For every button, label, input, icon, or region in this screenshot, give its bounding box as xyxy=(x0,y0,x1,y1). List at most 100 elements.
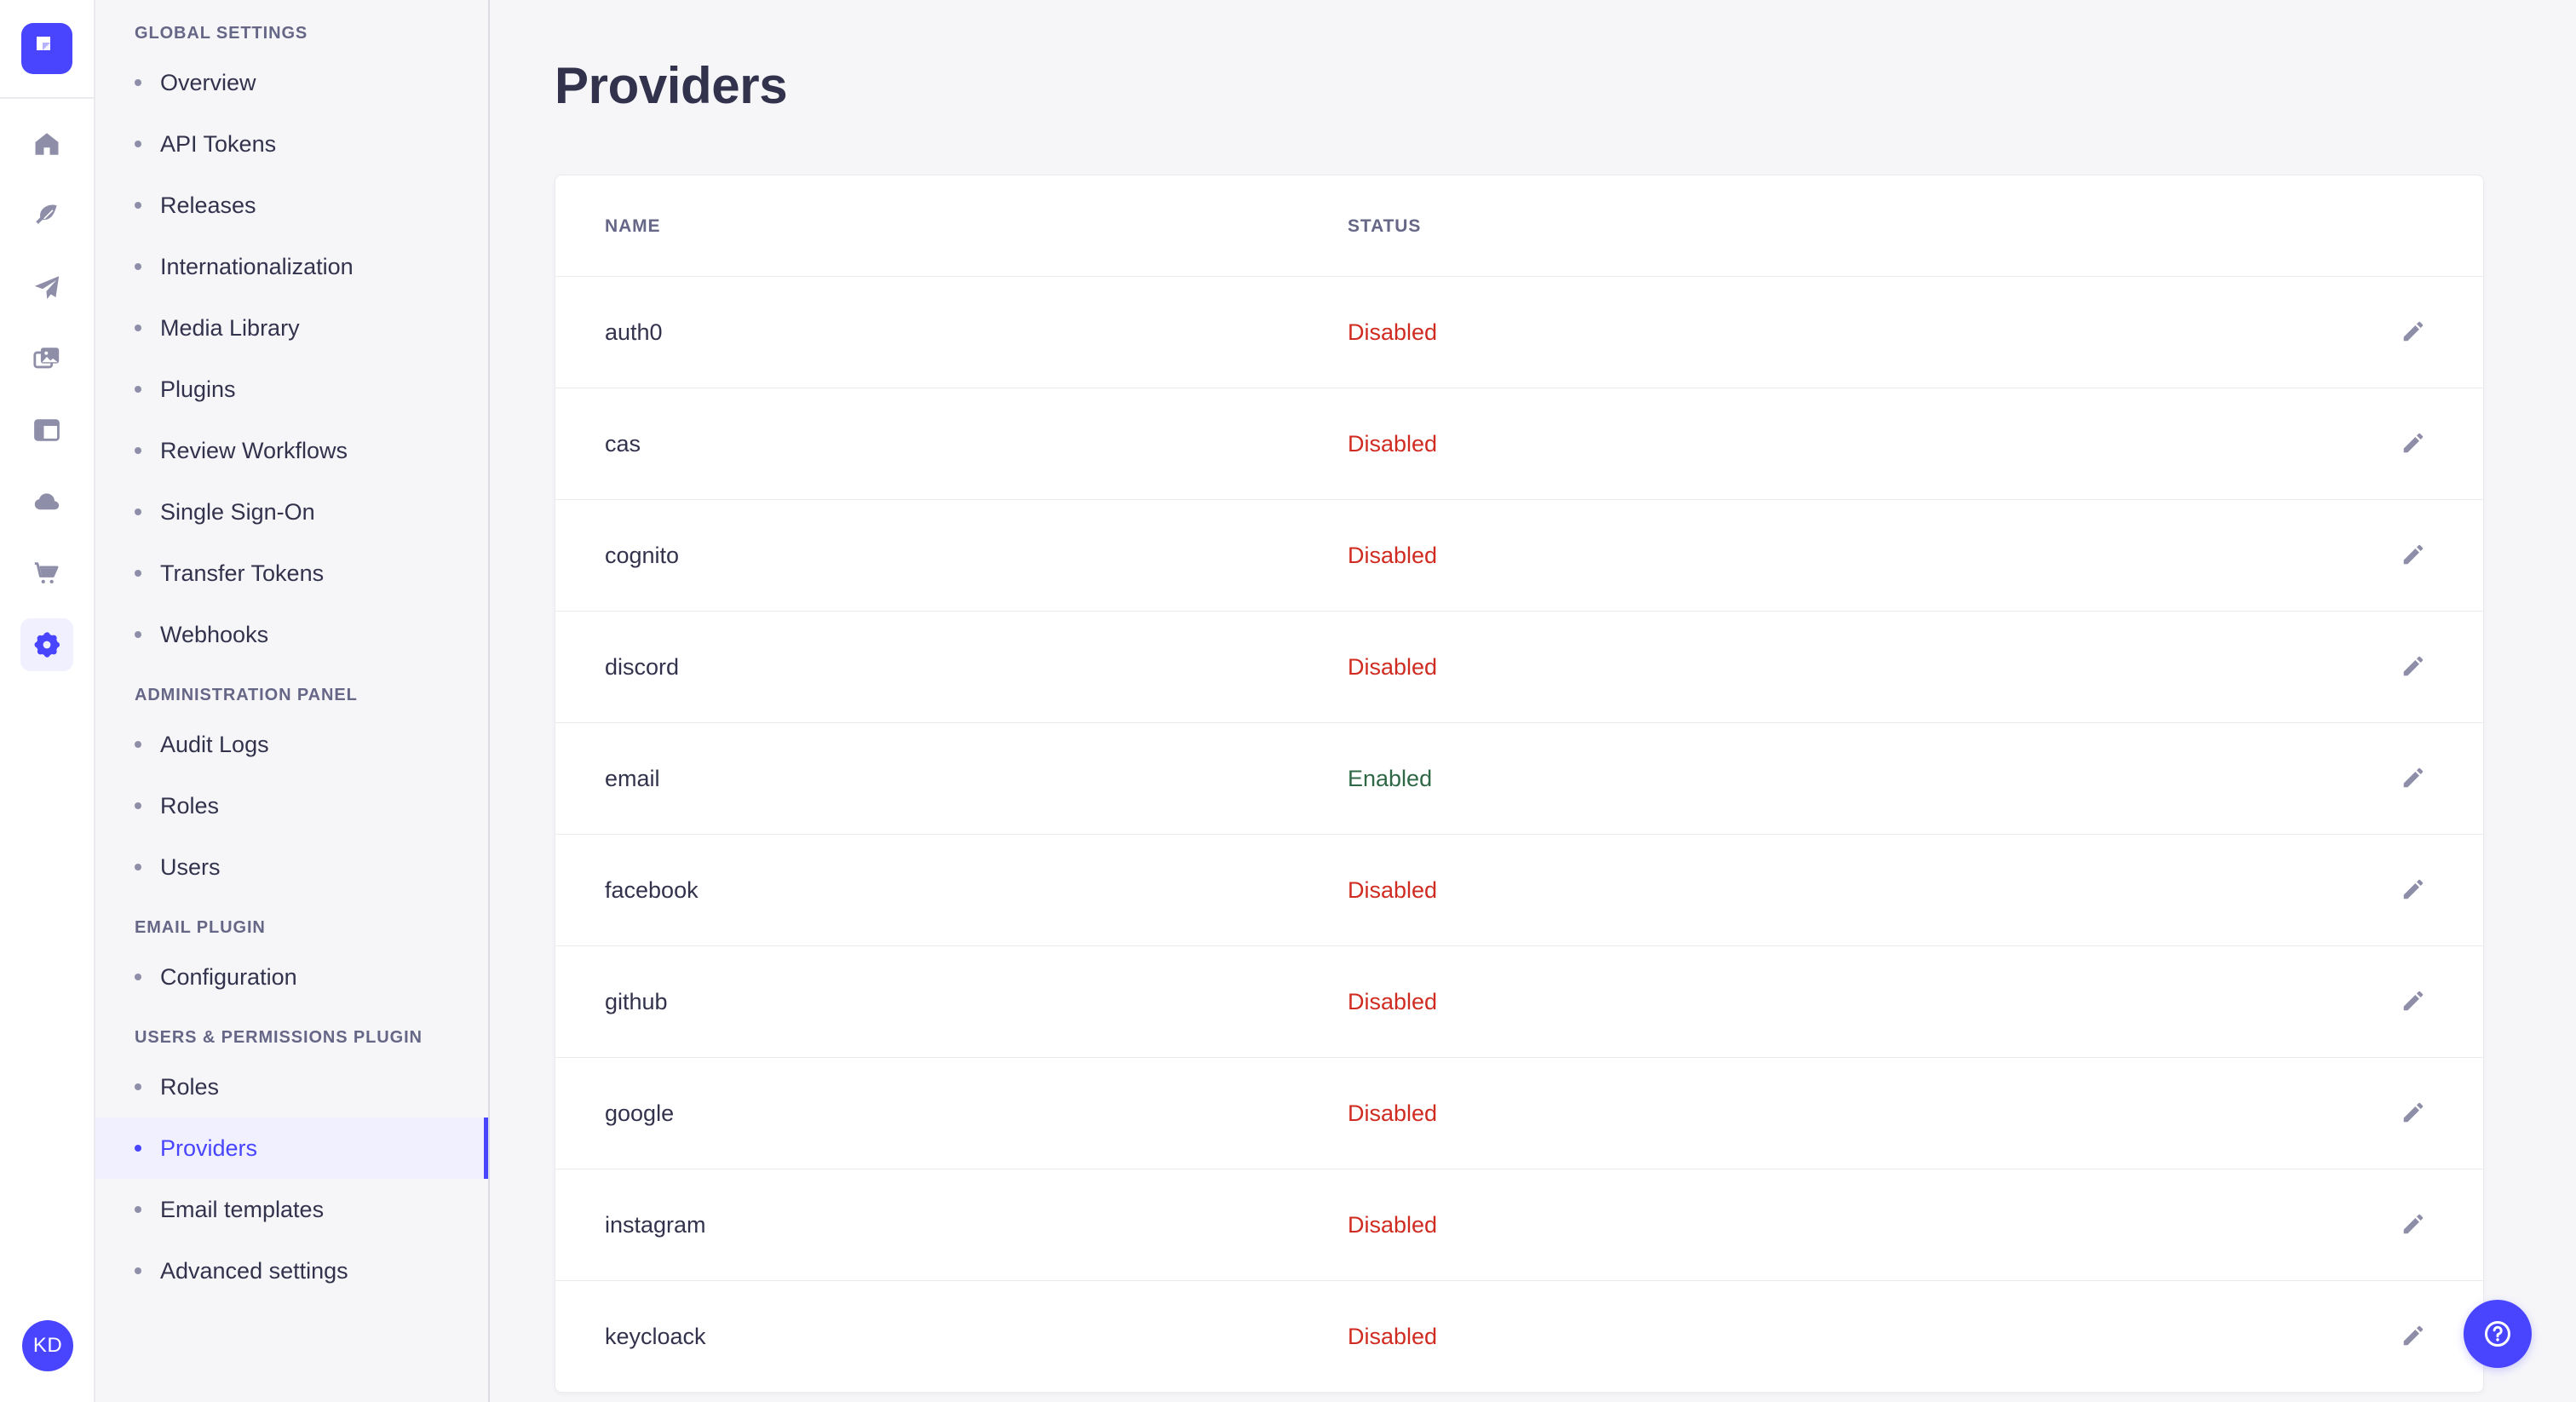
pencil-icon xyxy=(2403,991,2424,1011)
sidebar-item-label: Releases xyxy=(160,192,256,218)
provider-name: auth0 xyxy=(555,276,1348,388)
table-row[interactable]: facebook Disabled xyxy=(555,834,2483,946)
sidebar-item-label: Overview xyxy=(160,69,256,95)
sidebar-item-api-tokens[interactable]: API Tokens xyxy=(95,113,488,175)
sidebar-item-releases[interactable]: Releases xyxy=(95,175,488,236)
rail-item-content-type-builder[interactable] xyxy=(20,261,73,313)
paper-plane-icon xyxy=(34,276,60,300)
sidebar-item-webhooks[interactable]: Webhooks xyxy=(95,604,488,665)
table-row[interactable]: github Disabled xyxy=(555,945,2483,1058)
edit-provider-button[interactable] xyxy=(2396,314,2430,348)
row-actions xyxy=(2336,834,2483,946)
table-row[interactable]: google Disabled xyxy=(555,1057,2483,1169)
edit-provider-button[interactable] xyxy=(2396,1095,2430,1129)
table-row[interactable]: auth0 Disabled xyxy=(555,276,2483,388)
page-title: Providers xyxy=(555,57,788,114)
sidebar-item-overview[interactable]: Overview xyxy=(95,52,488,113)
table-row[interactable]: instagram Disabled xyxy=(555,1169,2483,1281)
sidebar-item-label: Review Workflows xyxy=(160,437,348,463)
rail-item-strapi-cloud[interactable] xyxy=(20,475,73,528)
sidebar-item-review-workflows[interactable]: Review Workflows xyxy=(95,420,488,481)
sidebar-list: Overview API Tokens Releases Internation… xyxy=(95,52,488,665)
status-badge: Disabled xyxy=(1348,834,2336,946)
sidebar-item-media-library[interactable]: Media Library xyxy=(95,297,488,359)
sidebar-item-email-templates[interactable]: Email templates xyxy=(95,1179,488,1240)
sidebar-item-advanced-settings[interactable]: Advanced settings xyxy=(95,1240,488,1301)
sidebar-item-admin-roles[interactable]: Roles xyxy=(95,775,488,836)
rail-item-media-library[interactable] xyxy=(20,332,73,385)
bullet-icon xyxy=(135,864,141,871)
sidebar-item-transfer-tokens[interactable]: Transfer Tokens xyxy=(95,543,488,604)
row-actions xyxy=(2336,722,2483,835)
edit-provider-button[interactable] xyxy=(2396,872,2430,906)
settings-sidebar: GLOBAL SETTINGS Overview API Tokens Rele… xyxy=(95,0,490,1402)
rail-item-content-manager[interactable] xyxy=(20,189,73,242)
row-actions xyxy=(2336,945,2483,1058)
edit-provider-button[interactable] xyxy=(2396,1207,2430,1241)
sidebar-item-label: Advanced settings xyxy=(160,1257,348,1284)
sidebar-section-administration-panel: ADMINISTRATION PANEL Audit Logs Roles Us… xyxy=(95,686,488,898)
table-row[interactable]: keycloack Disabled xyxy=(555,1281,2483,1393)
edit-provider-button[interactable] xyxy=(2396,426,2430,460)
rail-divider xyxy=(0,97,95,99)
sidebar-section-title: USERS & PERMISSIONS PLUGIN xyxy=(135,1028,423,1047)
sidebar-item-admin-users[interactable]: Users xyxy=(95,836,488,898)
feather-icon xyxy=(36,204,57,224)
help-button[interactable] xyxy=(2464,1300,2532,1368)
rail-item-settings[interactable] xyxy=(20,618,73,671)
rail-item-home[interactable] xyxy=(20,118,73,170)
provider-name: google xyxy=(555,1057,1348,1169)
providers-table: NAME STATUS auth0 Disabled xyxy=(555,175,2483,1392)
sidebar-item-providers[interactable]: Providers xyxy=(95,1118,488,1179)
sidebar-item-single-sign-on[interactable]: Single Sign-On xyxy=(95,481,488,543)
bullet-icon xyxy=(135,79,141,86)
edit-provider-button[interactable] xyxy=(2396,761,2430,795)
edit-provider-button[interactable] xyxy=(2396,984,2430,1018)
gear-icon xyxy=(34,632,60,658)
provider-name: facebook xyxy=(555,834,1348,946)
bullet-icon xyxy=(135,1206,141,1213)
rail-item-marketplace[interactable] xyxy=(20,547,73,600)
sidebar-item-up-roles[interactable]: Roles xyxy=(95,1056,488,1118)
table-body: auth0 Disabled cas Disabled xyxy=(555,276,2483,1393)
table-row[interactable]: email Enabled xyxy=(555,722,2483,835)
edit-provider-button[interactable] xyxy=(2396,649,2430,683)
edit-provider-button[interactable] xyxy=(2396,1319,2430,1353)
sidebar-item-label: Configuration xyxy=(160,963,297,990)
table-row[interactable]: cas Disabled xyxy=(555,388,2483,500)
table-row[interactable]: discord Disabled xyxy=(555,611,2483,723)
provider-name: discord xyxy=(555,611,1348,723)
table-row[interactable]: cognito Disabled xyxy=(555,499,2483,612)
icon-rail: KD xyxy=(0,0,95,1402)
strapi-logo-icon xyxy=(33,33,60,65)
sidebar-item-audit-logs[interactable]: Audit Logs xyxy=(95,714,488,775)
sidebar-item-plugins[interactable]: Plugins xyxy=(95,359,488,420)
status-badge: Disabled xyxy=(1348,276,2336,388)
sidebar-item-internationalization[interactable]: Internationalization xyxy=(95,236,488,297)
status-badge: Disabled xyxy=(1348,388,2336,500)
bullet-icon xyxy=(135,1145,141,1152)
row-actions xyxy=(2336,1169,2483,1281)
bullet-icon xyxy=(135,141,141,147)
pencil-icon xyxy=(2403,433,2424,453)
bullet-icon xyxy=(135,570,141,577)
pencil-icon xyxy=(2403,767,2424,788)
row-actions xyxy=(2336,611,2483,723)
provider-name: instagram xyxy=(555,1169,1348,1281)
bullet-icon xyxy=(135,325,141,331)
sidebar-section-global-settings: GLOBAL SETTINGS Overview API Tokens Rele… xyxy=(95,24,488,665)
column-header-name: NAME xyxy=(555,175,1348,277)
pencil-icon xyxy=(2403,879,2424,899)
question-mark-circle-icon xyxy=(2485,1321,2510,1347)
edit-provider-button[interactable] xyxy=(2396,537,2430,572)
avatar[interactable]: KD xyxy=(22,1320,73,1371)
sidebar-item-label: Roles xyxy=(160,1073,220,1100)
rail-item-single-types[interactable] xyxy=(20,404,73,457)
table-head: NAME STATUS xyxy=(555,175,2483,277)
sidebar-section-title: GLOBAL SETTINGS xyxy=(135,24,308,43)
strapi-logo-button[interactable] xyxy=(21,23,72,74)
sidebar-item-email-configuration[interactable]: Configuration xyxy=(95,946,488,1008)
status-badge: Disabled xyxy=(1348,1057,2336,1169)
providers-table-card: NAME STATUS auth0 Disabled xyxy=(555,175,2484,1393)
